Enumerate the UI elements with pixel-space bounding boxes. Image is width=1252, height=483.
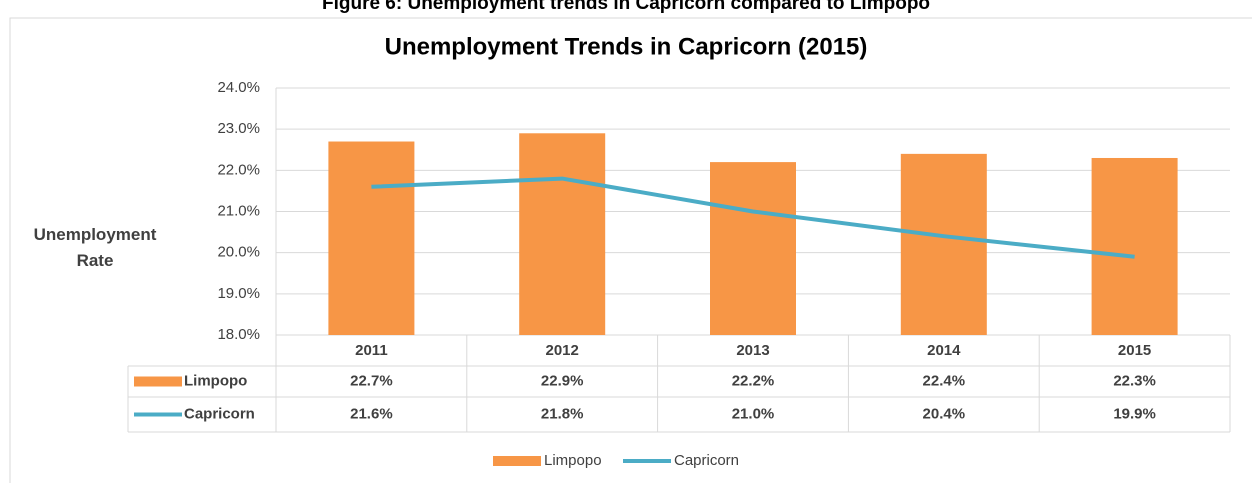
x-tick-label: 2014 — [927, 342, 961, 359]
legend-key — [493, 456, 541, 466]
table-row-label: Capricorn — [184, 405, 255, 422]
bar — [1091, 157, 1178, 335]
x-tick-label: 2015 — [1118, 342, 1151, 359]
table-cell: 21.6% — [350, 405, 393, 422]
table-cell: 19.9% — [1113, 405, 1156, 422]
chart-title: Unemployment Trends in Capricorn (2015) — [385, 33, 868, 60]
table-cell: 22.9% — [541, 372, 584, 389]
table-cell: 21.0% — [732, 405, 775, 422]
table-legend-key — [134, 376, 182, 387]
y-tick-label: 23.0% — [217, 120, 260, 137]
table-row-label: Limpopo — [184, 372, 247, 389]
bar — [519, 133, 606, 335]
table-cell: 21.8% — [541, 405, 584, 422]
y-axis-label: Unemployment Rate — [33, 225, 157, 270]
table-cell: 22.7% — [350, 372, 393, 389]
line — [371, 176, 1135, 259]
table-cell: 20.4% — [923, 405, 966, 422]
x-tick-label: 2013 — [736, 342, 769, 359]
table-cell: 22.3% — [1113, 372, 1156, 389]
table-cell: 22.4% — [923, 372, 966, 389]
x-tick-label: 2012 — [546, 342, 579, 359]
legend-label: Capricorn — [674, 452, 739, 469]
table-cell: 22.2% — [732, 372, 775, 389]
y-tick-label: 19.0% — [217, 285, 260, 302]
chart-frame — [9, 17, 1252, 483]
legend-label: Limpopo — [544, 452, 602, 469]
bar — [328, 141, 415, 335]
bar — [710, 162, 796, 335]
y-tick-label: 20.0% — [217, 244, 260, 261]
y-tick-label: 21.0% — [217, 202, 260, 219]
y-tick-label: 22.0% — [217, 161, 260, 178]
x-tick-label: 2011 — [355, 342, 388, 359]
bar — [900, 153, 987, 335]
y-tick-label: 18.0% — [217, 326, 260, 343]
caption: Figure 6: Unemployment trends in Caprico… — [322, 0, 930, 14]
y-tick-label: 24.0% — [217, 79, 260, 96]
